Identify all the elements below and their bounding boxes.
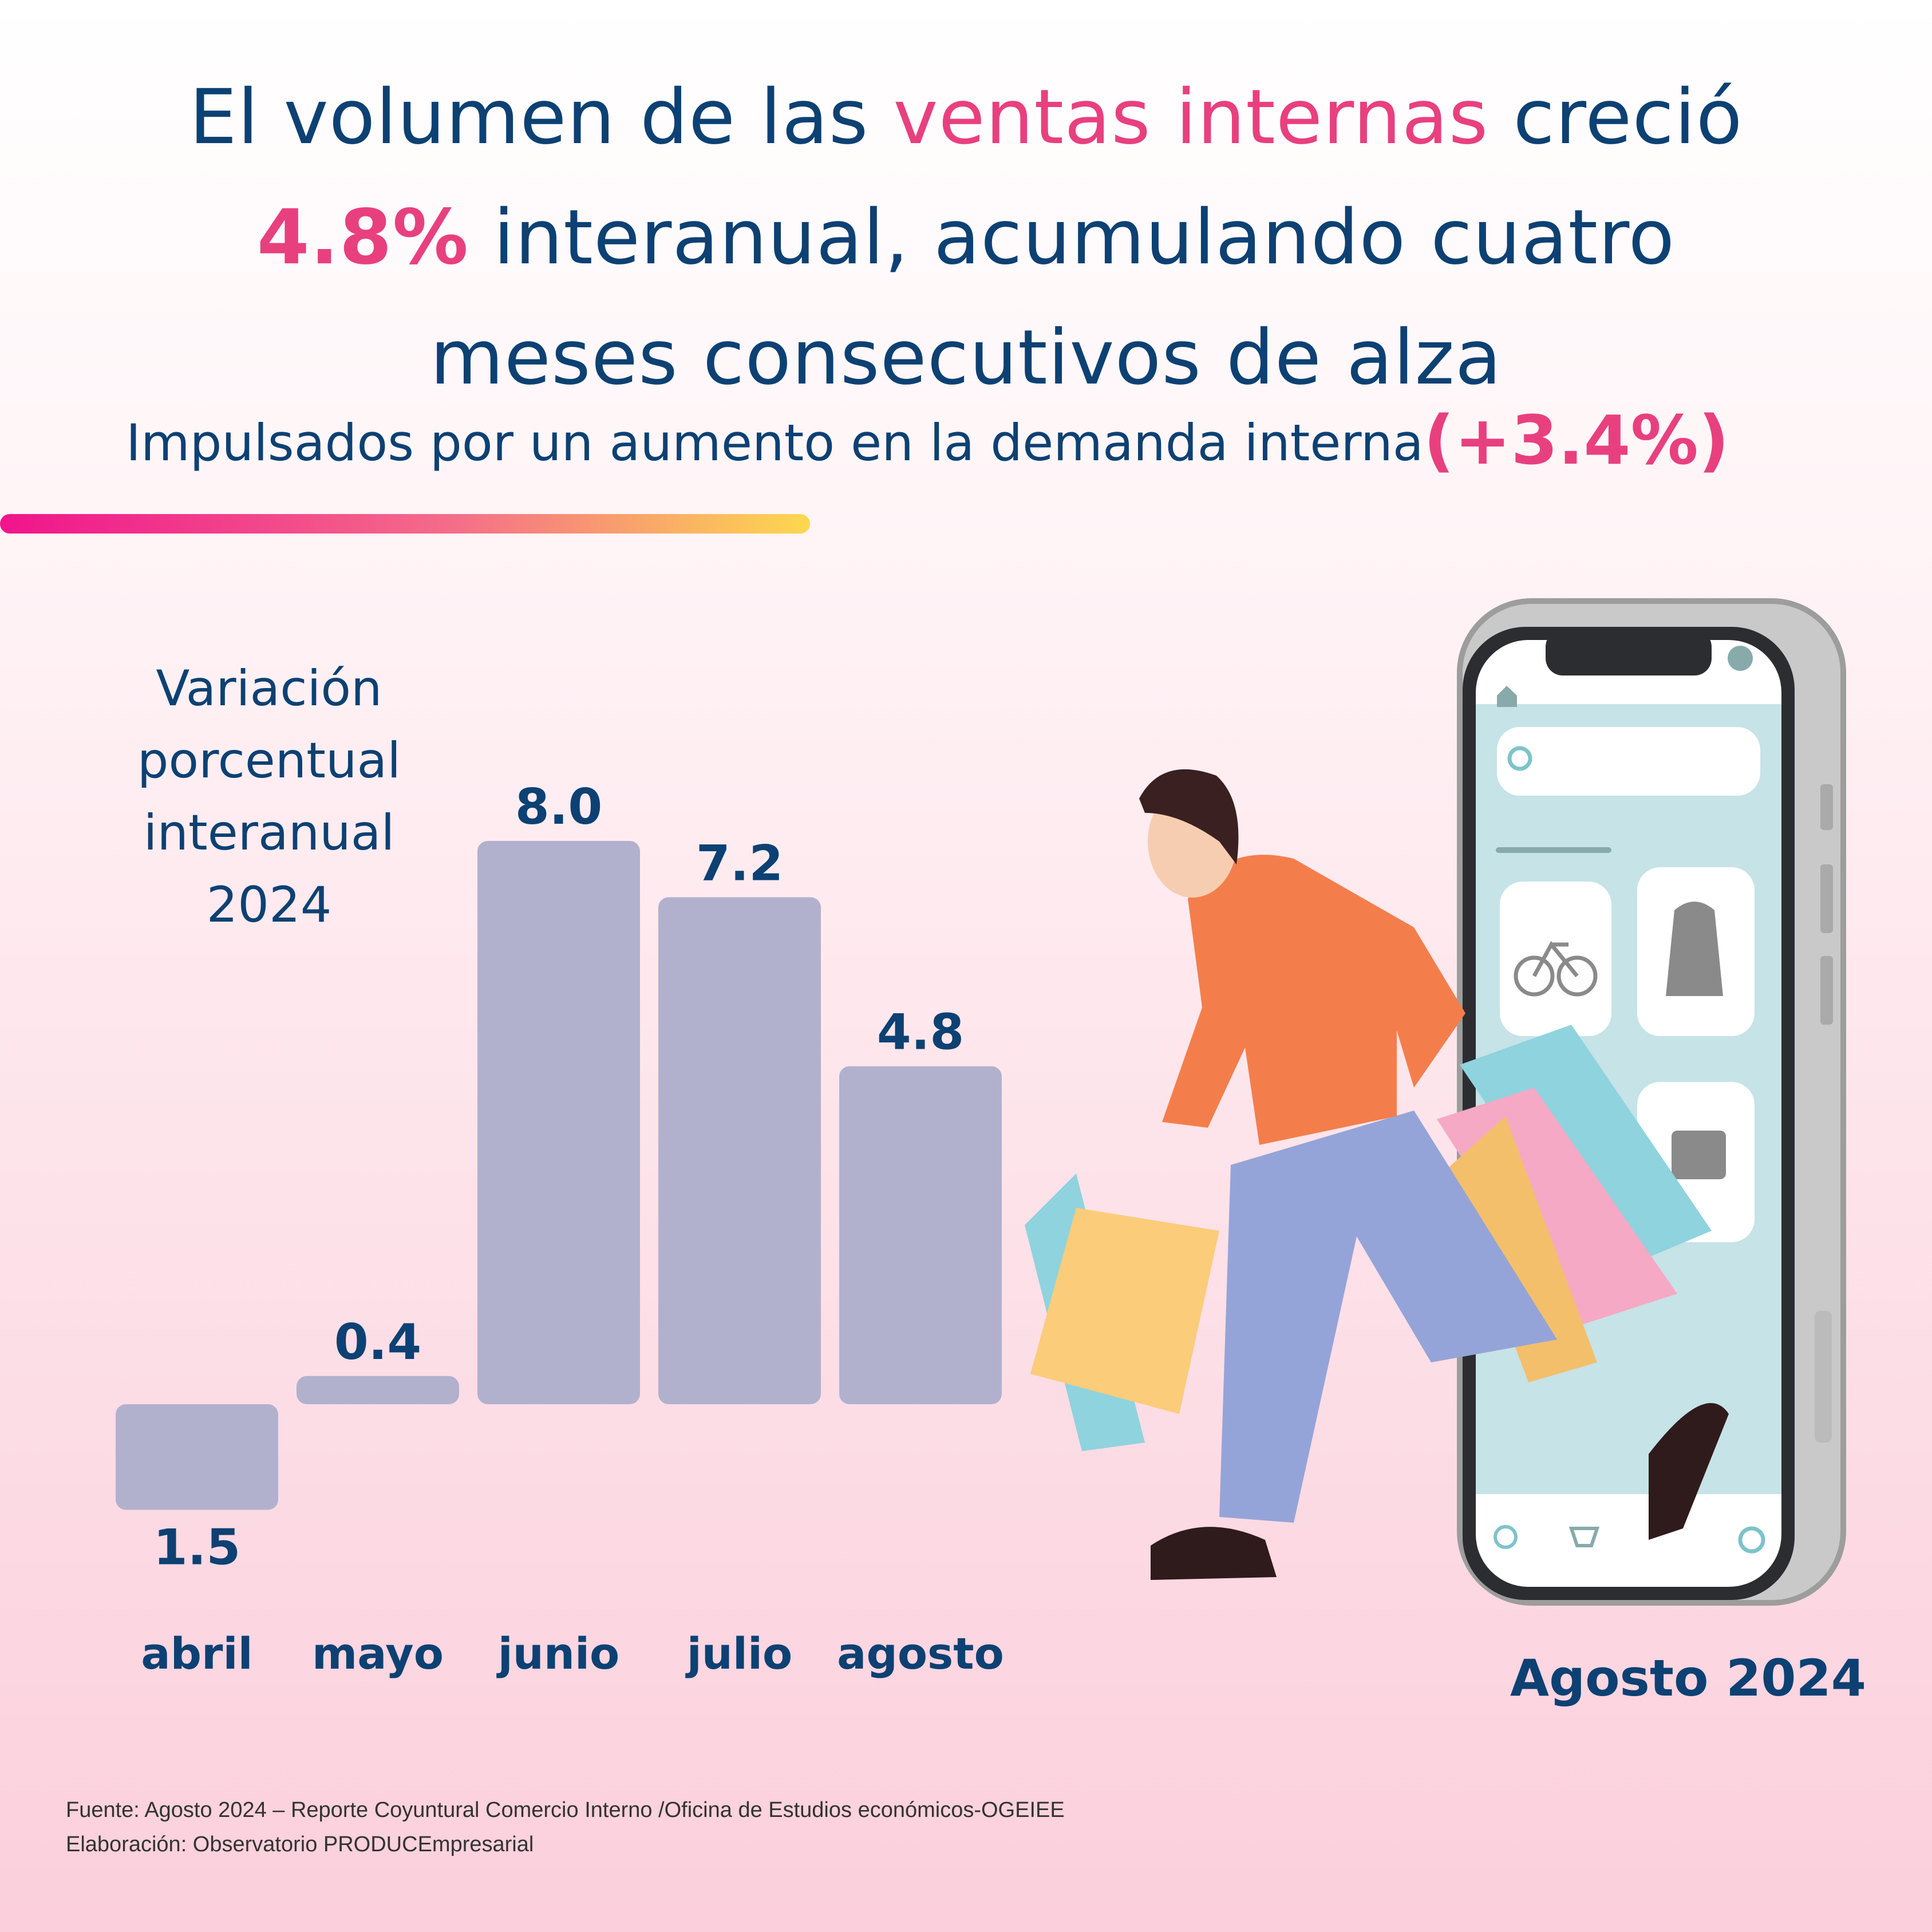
headline-percent: 4.8% bbox=[256, 193, 469, 282]
jacket-icon bbox=[1666, 902, 1723, 996]
value-label: 8.0 bbox=[515, 779, 602, 836]
value-label: 0.4 bbox=[334, 1314, 421, 1371]
bar-mayo bbox=[297, 1376, 459, 1404]
headline-text: interanual, acumulando cuatro bbox=[468, 193, 1676, 282]
subheadline: Impulsados por un aumento en la demanda … bbox=[126, 401, 1843, 480]
category-label: mayo bbox=[312, 1628, 444, 1679]
bar-abril bbox=[116, 1404, 278, 1510]
bar-julio bbox=[658, 897, 821, 1404]
subheadline-text: Impulsados por un aumento en la demanda … bbox=[126, 413, 1424, 472]
wallet-icon bbox=[1672, 1131, 1726, 1179]
headline-text: El volumen de las bbox=[189, 73, 894, 161]
headline-highlight: ventas internas bbox=[893, 73, 1489, 161]
subheadline-value: (+3.4%) bbox=[1423, 401, 1729, 480]
source-note: Fuente: Agosto 2024 – Reporte Coyuntural… bbox=[66, 1793, 1065, 1862]
value-label: 4.8 bbox=[877, 1004, 964, 1061]
headline-line-1: El volumen de las ventas internas creció bbox=[0, 57, 1932, 177]
gradient-divider bbox=[0, 514, 810, 534]
category-label: abril bbox=[141, 1628, 252, 1679]
bicycle-icon bbox=[1514, 941, 1598, 997]
home-icon bbox=[1497, 686, 1517, 707]
headline-line-2: 4.8% interanual, acumulando cuatro bbox=[0, 177, 1932, 298]
bar-agosto bbox=[839, 1066, 1002, 1404]
credit-line: Elaboración: Observatorio PRODUCEmpresar… bbox=[66, 1832, 534, 1856]
menu-icon bbox=[1728, 646, 1753, 671]
bottom-search-icon bbox=[1494, 1525, 1518, 1549]
headline-text: creció bbox=[1488, 73, 1743, 161]
cart-icon bbox=[1568, 1527, 1600, 1547]
value-label: 1.5 bbox=[153, 1519, 240, 1577]
category-label: agosto bbox=[837, 1628, 1004, 1679]
category-label: julio bbox=[685, 1628, 792, 1679]
value-label: 7.2 bbox=[696, 835, 783, 892]
source-line: Fuente: Agosto 2024 – Reporte Coyuntural… bbox=[66, 1798, 1065, 1822]
ylabel-line: 2024 bbox=[206, 876, 332, 934]
ylabel-line: interanual bbox=[143, 804, 395, 862]
headline: El volumen de las ventas internas creció… bbox=[0, 57, 1932, 418]
search-icon bbox=[1507, 746, 1532, 771]
category-label: junio bbox=[496, 1628, 620, 1679]
shopper-figure bbox=[1025, 769, 1729, 1580]
chart-ylabel: Variación porcentual interanual 2024 bbox=[92, 653, 447, 941]
period-label: Agosto 2024 bbox=[1510, 1649, 1866, 1708]
ylabel-line: porcentual bbox=[137, 732, 401, 789]
ylabel-line: Variación bbox=[156, 660, 382, 717]
bar-junio bbox=[477, 841, 640, 1404]
settings-icon bbox=[1738, 1526, 1765, 1554]
headline-line-3: meses consecutivos de alza bbox=[430, 314, 1502, 402]
